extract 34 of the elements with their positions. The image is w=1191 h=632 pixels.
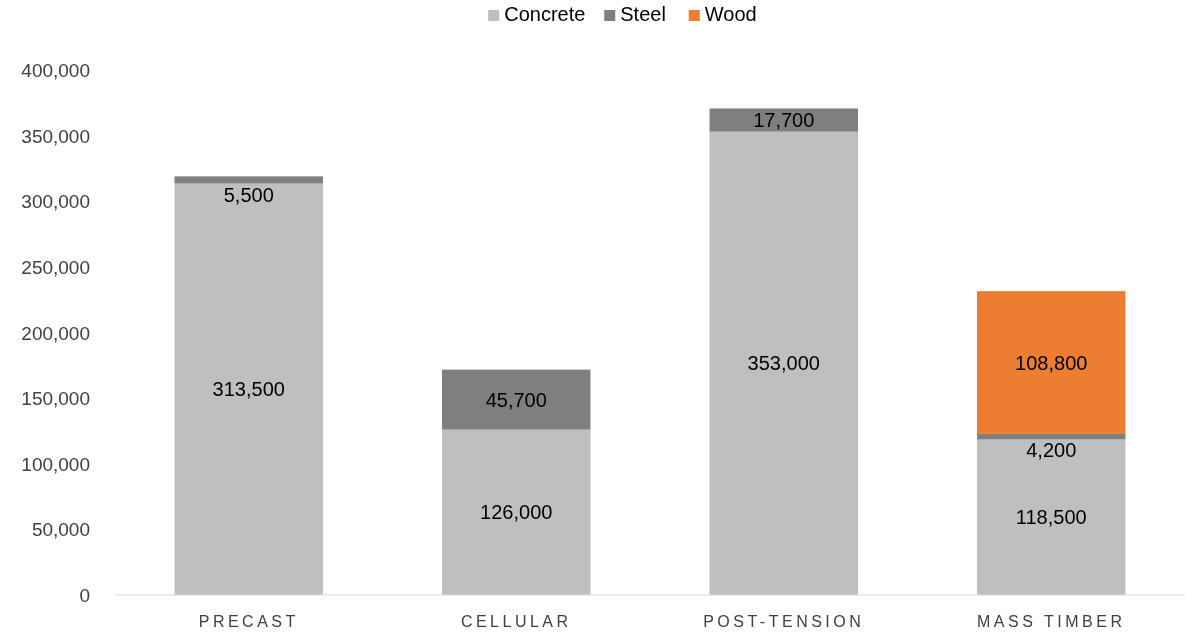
data-label: 45,700 xyxy=(485,388,547,411)
y-tick-label: 200,000 xyxy=(21,322,90,344)
data-label: 353,000 xyxy=(747,352,820,375)
y-tick-label: 250,000 xyxy=(21,256,90,278)
bar xyxy=(442,369,591,430)
x-tick-label: MASS TIMBER xyxy=(977,613,1126,630)
bar xyxy=(977,433,1126,440)
data-label: 17,700 xyxy=(753,109,815,132)
bar xyxy=(709,108,858,132)
bar xyxy=(174,183,323,595)
x-tick-label: CELLULAR xyxy=(460,613,572,630)
y-tick-label: 50,000 xyxy=(31,519,90,541)
data-label: 108,800 xyxy=(1015,351,1088,374)
y-tick-label: 100,000 xyxy=(21,453,90,475)
data-label: 4,200 xyxy=(1026,439,1077,462)
legend-label: Wood xyxy=(704,3,757,25)
data-label: 118,500 xyxy=(1015,506,1087,529)
data-label: 313,500 xyxy=(212,378,285,401)
y-tick-label: 0 xyxy=(79,585,90,606)
legend-label: Steel xyxy=(620,3,666,25)
legend-label: Concrete xyxy=(504,3,586,25)
bar xyxy=(977,439,1126,595)
bar xyxy=(174,176,323,184)
x-tick-label: PRECAST xyxy=(198,613,299,630)
y-tick-label: 400,000 xyxy=(21,60,90,81)
y-tick-label: 300,000 xyxy=(21,191,90,213)
x-tick-label: POST-TENSION xyxy=(703,613,865,630)
data-label: 5,500 xyxy=(223,183,274,206)
bar xyxy=(442,429,591,595)
y-tick-label: 150,000 xyxy=(21,388,90,410)
bar xyxy=(977,291,1126,434)
data-label: 126,000 xyxy=(480,501,553,524)
bar xyxy=(709,131,858,595)
y-tick-label: 350,000 xyxy=(21,125,90,147)
